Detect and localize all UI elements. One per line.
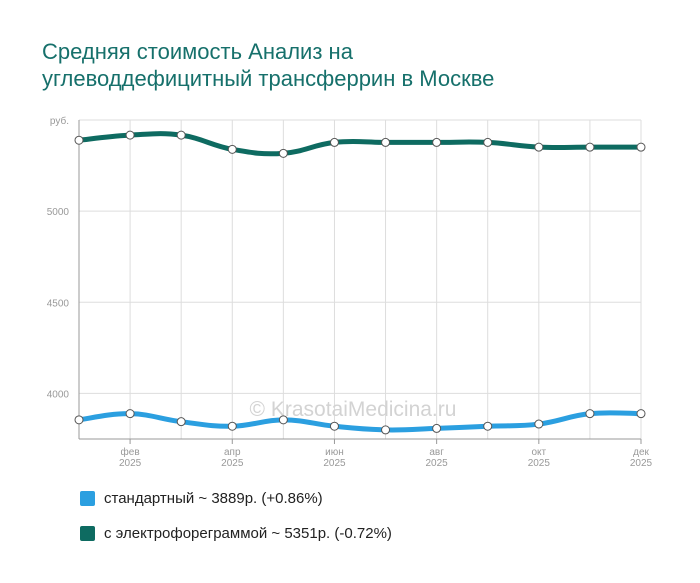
chart-grid xyxy=(78,119,642,439)
chart-title: Средняя стоимость Анализ на углеводдефиц… xyxy=(42,38,662,92)
x-tick-label-year: 2025 xyxy=(221,458,244,469)
data-point xyxy=(534,142,544,152)
x-tick-label-month: июн xyxy=(325,447,344,458)
y-tick-label: руб. xyxy=(50,115,69,127)
data-point xyxy=(585,142,595,152)
chart-title-line-1: Средняя стоимость Анализ на xyxy=(42,39,353,64)
data-point xyxy=(125,409,135,419)
data-point xyxy=(74,415,84,425)
data-point xyxy=(278,415,288,425)
data-point xyxy=(432,137,442,147)
y-tick-label: 4500 xyxy=(47,298,70,309)
x-tick-label-month: фев xyxy=(121,446,140,458)
x-tick-label-month: авг xyxy=(429,447,444,458)
legend-item-electrophoregram[interactable]: с электрофореграммой ~ 5351р. (-0.72%) xyxy=(80,523,392,543)
series-line-standard xyxy=(76,410,644,433)
data-point xyxy=(74,135,84,145)
data-point xyxy=(176,130,186,140)
data-point xyxy=(483,137,493,147)
x-tick-label-month: окт xyxy=(531,447,546,458)
data-point xyxy=(381,425,391,435)
series-standard xyxy=(74,409,646,435)
data-point xyxy=(329,421,339,431)
price-line-chart: 400045005000руб.фев2025апр2025июн2025авг… xyxy=(47,115,653,469)
x-tick-label-month: дек xyxy=(633,447,649,458)
watermark: © KrasotaiMedicina.ru xyxy=(250,398,457,421)
data-point xyxy=(227,144,237,154)
data-point xyxy=(636,409,646,419)
data-point xyxy=(381,137,391,147)
legend-label-electrophoregram: с электрофореграммой ~ 5351р. (-0.72%) xyxy=(104,524,392,542)
data-point xyxy=(227,421,237,431)
data-point xyxy=(125,130,135,140)
data-point xyxy=(329,137,339,147)
x-tick-label-month: апр xyxy=(224,447,241,458)
data-point xyxy=(534,419,544,429)
data-point xyxy=(585,409,595,419)
legend-swatch-standard xyxy=(80,490,95,506)
x-tick-label-year: 2025 xyxy=(630,458,653,469)
series-line-electrophoregram xyxy=(76,131,644,157)
y-tick-label: 4000 xyxy=(47,389,70,400)
series-layer xyxy=(74,130,646,435)
legend-swatch-electrophoregram xyxy=(80,525,95,541)
data-point xyxy=(176,417,186,427)
data-point xyxy=(278,148,288,158)
chart-title-line-2: углеводдефицитный трансферрин в Москве xyxy=(42,66,495,91)
x-tick-label-year: 2025 xyxy=(323,458,346,469)
legend-label-standard: стандартный ~ 3889р. (+0.86%) xyxy=(104,489,323,507)
chart-axes: 400045005000руб.фев2025апр2025июн2025авг… xyxy=(47,115,653,469)
x-tick-label-year: 2025 xyxy=(528,458,551,469)
legend-item-standard[interactable]: стандартный ~ 3889р. (+0.86%) xyxy=(80,488,392,508)
data-point xyxy=(636,142,646,152)
data-point xyxy=(483,421,493,431)
x-tick-label-year: 2025 xyxy=(119,458,142,469)
y-tick-label: 5000 xyxy=(47,207,70,218)
series-electrophoregram xyxy=(74,130,646,158)
data-point xyxy=(432,423,442,433)
legend: стандартный ~ 3889р. (+0.86%) с электроф… xyxy=(80,488,392,558)
x-tick-label-year: 2025 xyxy=(426,458,449,469)
